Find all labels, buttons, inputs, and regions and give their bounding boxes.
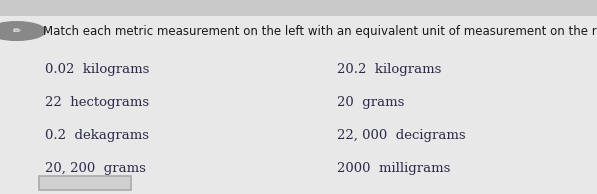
Text: ✏: ✏ (13, 26, 21, 36)
FancyBboxPatch shape (0, 0, 597, 16)
FancyBboxPatch shape (39, 176, 131, 190)
Text: 0.2  dekagrams: 0.2 dekagrams (45, 129, 149, 142)
Circle shape (0, 22, 45, 40)
Text: 2000  milligrams: 2000 milligrams (337, 162, 451, 175)
Text: 22, 000  decigrams: 22, 000 decigrams (337, 129, 466, 142)
Text: 20, 200  grams: 20, 200 grams (45, 162, 146, 175)
Text: 20  grams: 20 grams (337, 96, 405, 109)
Text: 0.02  kilograms: 0.02 kilograms (45, 63, 149, 76)
Text: Match each metric measurement on the left with an equivalent unit of measurement: Match each metric measurement on the lef… (43, 24, 597, 38)
Text: 20.2  kilograms: 20.2 kilograms (337, 63, 442, 76)
Text: 22  hectograms: 22 hectograms (45, 96, 149, 109)
